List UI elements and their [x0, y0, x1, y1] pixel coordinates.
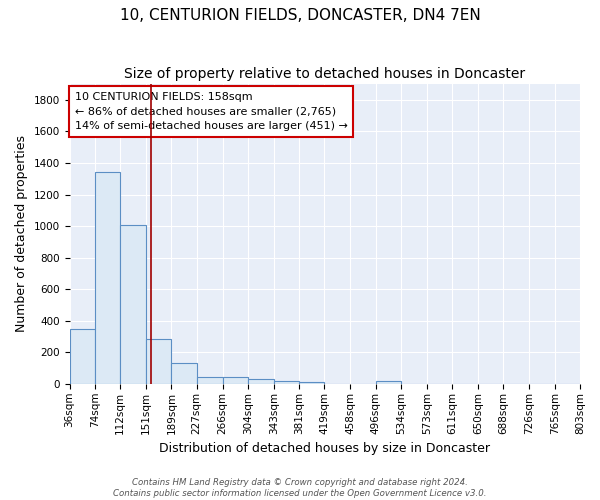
Bar: [70, 328, 95, 384]
X-axis label: Distribution of detached houses by size in Doncaster: Distribution of detached houses by size …: [159, 442, 490, 455]
Text: 10 CENTURION FIELDS: 158sqm
← 86% of detached houses are smaller (2,765)
14% of : 10 CENTURION FIELDS: 158sqm ← 86% of det…: [74, 92, 347, 131]
Bar: [299, 382, 325, 384]
Bar: [120, 224, 146, 384]
Bar: [274, 381, 299, 384]
Y-axis label: Number of detached properties: Number of detached properties: [15, 136, 28, 332]
Bar: [172, 364, 197, 384]
Bar: [376, 381, 401, 384]
Text: 10, CENTURION FIELDS, DONCASTER, DN4 7EN: 10, CENTURION FIELDS, DONCASTER, DN4 7EN: [119, 8, 481, 22]
Bar: [146, 339, 172, 384]
Text: Contains HM Land Registry data © Crown copyright and database right 2024.
Contai: Contains HM Land Registry data © Crown c…: [113, 478, 487, 498]
Bar: [248, 379, 274, 384]
Bar: [197, 378, 223, 384]
Bar: [95, 172, 120, 384]
Title: Size of property relative to detached houses in Doncaster: Size of property relative to detached ho…: [124, 68, 526, 82]
Bar: [223, 378, 248, 384]
